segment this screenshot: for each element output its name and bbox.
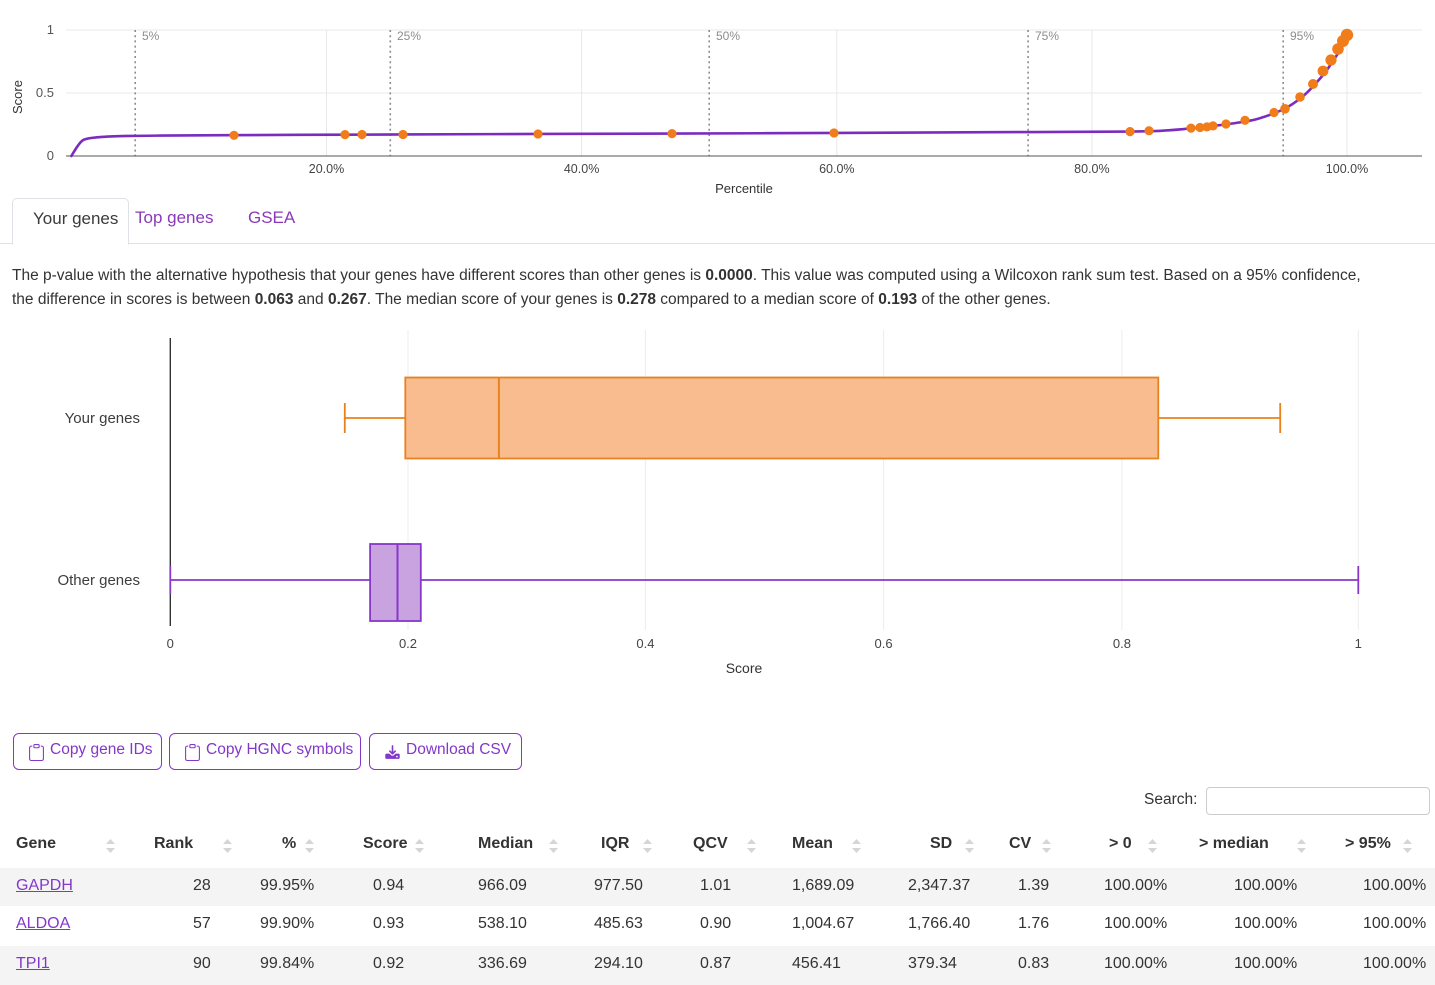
svg-text:0.5: 0.5 <box>36 85 54 100</box>
svg-text:50%: 50% <box>716 29 740 43</box>
svg-text:0: 0 <box>167 636 174 651</box>
svg-text:0: 0 <box>47 148 54 163</box>
svg-text:1: 1 <box>47 22 54 37</box>
svg-text:Other genes: Other genes <box>57 572 140 589</box>
svg-text:80.0%: 80.0% <box>1074 162 1109 176</box>
svg-text:Score: Score <box>726 660 763 676</box>
svg-text:1: 1 <box>1355 636 1362 651</box>
svg-text:0.6: 0.6 <box>875 636 893 651</box>
svg-text:60.0%: 60.0% <box>819 162 854 176</box>
svg-text:Score: Score <box>10 80 25 114</box>
svg-text:25%: 25% <box>397 29 421 43</box>
svg-text:5%: 5% <box>142 29 160 43</box>
svg-text:Percentile: Percentile <box>715 181 773 196</box>
svg-text:0.2: 0.2 <box>399 636 417 651</box>
svg-text:20.0%: 20.0% <box>309 162 344 176</box>
svg-text:Your genes: Your genes <box>65 410 140 427</box>
svg-text:95%: 95% <box>1290 29 1314 43</box>
svg-text:40.0%: 40.0% <box>564 162 599 176</box>
svg-text:100.0%: 100.0% <box>1326 162 1368 176</box>
svg-text:75%: 75% <box>1035 29 1059 43</box>
svg-text:0.4: 0.4 <box>636 636 654 651</box>
svg-text:0.8: 0.8 <box>1113 636 1131 651</box>
